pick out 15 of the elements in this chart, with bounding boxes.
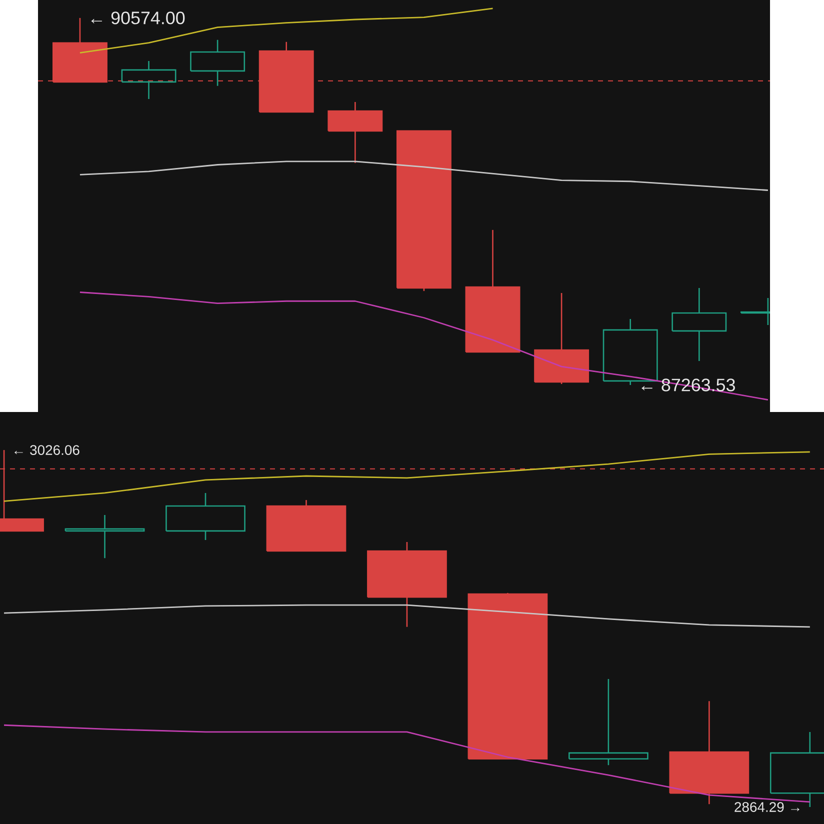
annotation: ← 3026.06	[14, 445, 80, 455]
annotation: 2864.29 →	[734, 802, 800, 812]
candlestick	[121, 60, 176, 100]
candlestick	[266, 499, 346, 552]
annotation: ← 90574.00	[91, 12, 185, 24]
candlestick	[166, 492, 246, 541]
candlestick	[672, 287, 727, 362]
candlestick	[534, 292, 590, 385]
candlestick	[64, 514, 145, 559]
candlestick	[568, 678, 648, 766]
candlestick	[328, 101, 383, 164]
candlestick	[367, 541, 447, 628]
candlestick	[602, 318, 658, 386]
candlestick	[190, 39, 246, 87]
candlestick	[465, 229, 520, 353]
